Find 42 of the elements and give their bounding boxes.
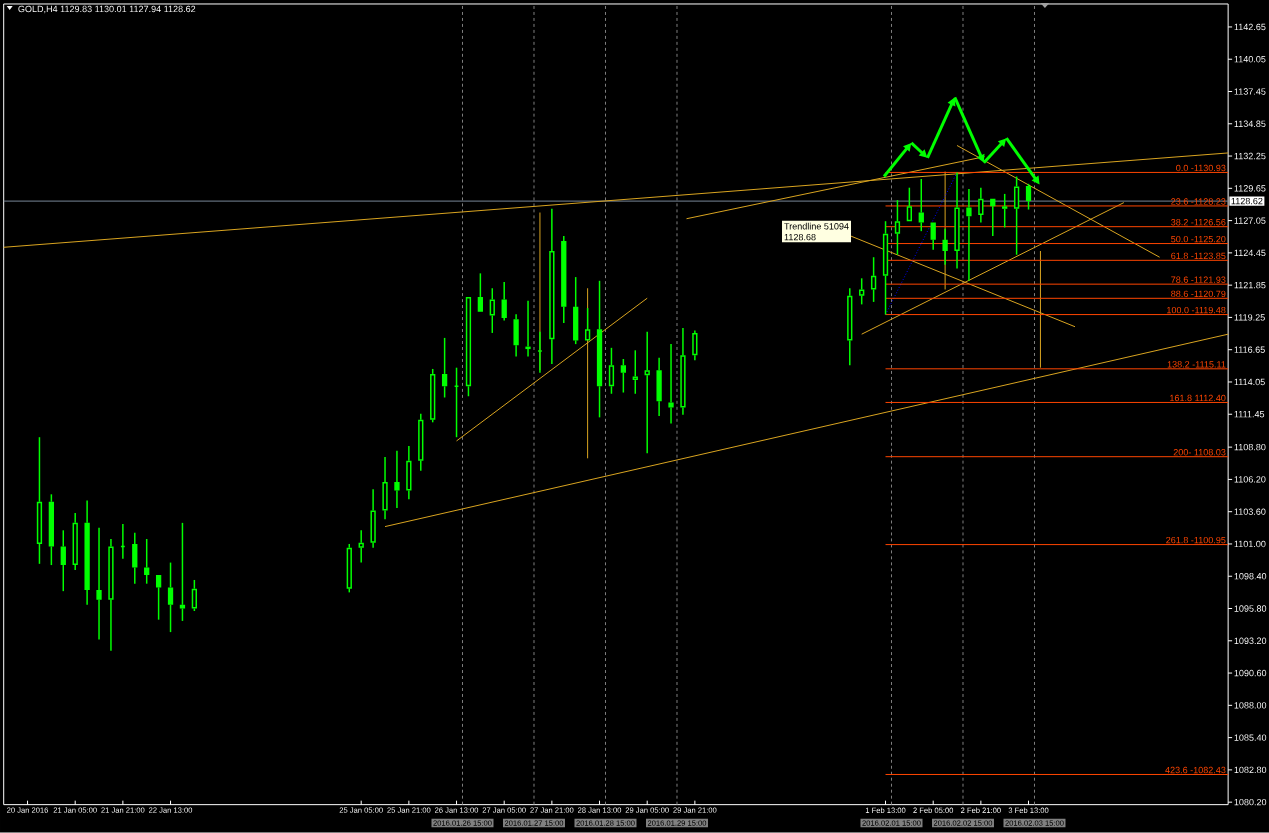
y-tick-label: 1132.25 xyxy=(1234,153,1266,160)
y-tick-label: 1101.00 xyxy=(1234,540,1266,548)
y-tick-label: 1106.20 xyxy=(1234,476,1266,483)
series-label: 423.6 -1082.43 xyxy=(1165,767,1226,774)
y-tick-label: 1103.60 xyxy=(1234,508,1266,516)
y-tick-label: 1095.80 xyxy=(1234,605,1267,612)
series-label: 88.6 -1120.79 xyxy=(1171,290,1226,298)
series-label: 61.8 -1123.85 xyxy=(1171,252,1226,260)
y-tick-label: 1090.60 xyxy=(1234,670,1267,677)
y-tick-label: 1093.20 xyxy=(1234,637,1267,645)
ref-line-label: 1128.62 xyxy=(1231,198,1263,205)
y-tick-label: 1129.65 xyxy=(1234,185,1266,192)
y-tick-label: 1124.45 xyxy=(1234,249,1266,257)
y-tick-label: 1108.80 xyxy=(1234,444,1266,451)
y-tick-label: 1140.05 xyxy=(1234,56,1266,63)
annotation: Trendline 51094 xyxy=(784,223,849,230)
y-tick-label: 1088.00 xyxy=(1234,702,1267,709)
y-tick-label: 1111.45 xyxy=(1234,411,1265,418)
series-label: 100.0 -1119.48 xyxy=(1167,307,1226,314)
y-tick-label: 1137.45 xyxy=(1234,88,1266,95)
y-tick-label: 1098.40 xyxy=(1234,573,1267,580)
series-label: 161.8 1112.40 xyxy=(1170,395,1226,402)
y-tick-label: 1119.25 xyxy=(1234,314,1265,321)
y-tick-label: 1082.80 xyxy=(1234,766,1267,774)
annotation: 1128.68 xyxy=(784,234,816,241)
series-label: 23.6 -1128.23 xyxy=(1171,198,1226,205)
y-tick-label: 1080.20 xyxy=(1234,799,1267,806)
series-label: 78.6 -1121.93 xyxy=(1171,276,1226,284)
series-label: 50.0 -1125.20 xyxy=(1171,236,1226,243)
y-tick-label: 1114.05 xyxy=(1234,378,1265,386)
y-tick-label: 1127.05 xyxy=(1234,217,1266,225)
y-tick-label: 1142.65 xyxy=(1234,23,1266,31)
series-label: 38.2 -1126.56 xyxy=(1171,219,1226,226)
y-tick-label: 1121.85 xyxy=(1234,282,1266,289)
y-tick-label: 1116.65 xyxy=(1234,346,1265,354)
series-label: 261.8 -1100.95 xyxy=(1166,537,1226,544)
series-label: 200- 1108.03 xyxy=(1173,449,1226,456)
y-tick-label: 1085.40 xyxy=(1234,734,1267,742)
chart-title: GOLD,H4 1129.83 1130.01 1127.94 1128.62 xyxy=(18,5,196,14)
series-label: 0.0 -1130.93 xyxy=(1176,164,1226,172)
y-tick-label: 1134.85 xyxy=(1234,120,1266,128)
series-label: 138.2 -1115.11 xyxy=(1167,361,1226,368)
